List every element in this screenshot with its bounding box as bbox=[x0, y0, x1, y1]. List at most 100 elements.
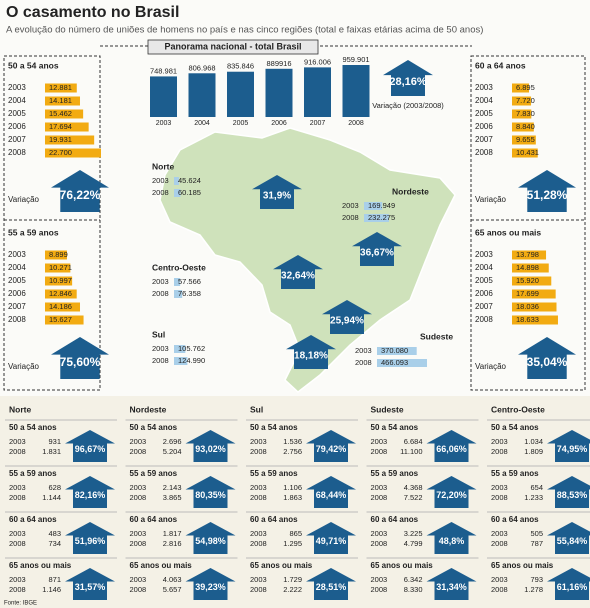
variation-value: 18,18% bbox=[294, 351, 328, 362]
variation-value: 31,9% bbox=[263, 191, 291, 202]
variation-arrow bbox=[273, 255, 323, 289]
bar-label: 806.968 bbox=[188, 63, 215, 72]
year-label: 2008 bbox=[342, 213, 359, 222]
year-label: 2008 bbox=[9, 493, 26, 502]
bar-label: 45.624 bbox=[178, 176, 201, 185]
variation-arrow bbox=[185, 568, 236, 600]
year-label: 2003 bbox=[371, 575, 388, 584]
year-label: 2007 bbox=[475, 302, 493, 311]
variation-value: 31,34% bbox=[436, 582, 467, 592]
year-label: 2008 bbox=[130, 585, 147, 594]
cell-value: 4.368 bbox=[404, 483, 423, 492]
cell-value: 6.342 bbox=[404, 575, 423, 584]
year-label: 2003 bbox=[491, 529, 508, 538]
year-label: 2008 bbox=[152, 289, 169, 298]
variation-arrow bbox=[426, 476, 477, 508]
bar-label: 169.949 bbox=[368, 201, 395, 210]
year-label: 2008 bbox=[130, 539, 147, 548]
cell-value: 793 bbox=[530, 575, 543, 584]
variation-value: 96,67% bbox=[75, 444, 106, 454]
cell-value: 505 bbox=[530, 529, 543, 538]
year-label: 2003 bbox=[156, 120, 172, 127]
cell-value: 654 bbox=[530, 483, 543, 492]
variation-value: 76,22% bbox=[60, 188, 101, 202]
panel-title: Panorama nacional - total Brasil bbox=[164, 41, 301, 51]
year-label: 2008 bbox=[491, 539, 508, 548]
variation-value: 61,16% bbox=[557, 582, 588, 592]
variation-value: 28,51% bbox=[316, 582, 347, 592]
cell-value: 931 bbox=[48, 437, 61, 446]
region-name: Norte bbox=[152, 161, 174, 171]
cell-value: 628 bbox=[48, 483, 61, 492]
bar bbox=[45, 122, 89, 132]
variation-value: 55,84% bbox=[557, 536, 588, 546]
variation-arrow bbox=[352, 232, 402, 266]
bar bbox=[45, 289, 77, 299]
year-label: 2008 bbox=[9, 585, 26, 594]
cell-value: 1.831 bbox=[42, 447, 61, 456]
cell-value: 2.696 bbox=[163, 437, 182, 446]
region-name: Sul bbox=[152, 329, 165, 339]
bar-label: 124.990 bbox=[178, 356, 205, 365]
bar bbox=[45, 276, 73, 286]
bar bbox=[45, 83, 77, 93]
bar bbox=[512, 135, 536, 145]
variation-value: 93,02% bbox=[195, 444, 226, 454]
year-label: 2006 bbox=[475, 289, 493, 298]
subtitle: A evolução do número de uniões de homens… bbox=[6, 25, 483, 36]
year-label: 2005 bbox=[475, 109, 493, 118]
bar bbox=[174, 357, 188, 365]
variation-arrow bbox=[306, 430, 356, 462]
panel-heading: 65 anos ou mais bbox=[475, 227, 541, 237]
bar bbox=[512, 315, 558, 325]
bar bbox=[512, 122, 534, 132]
bar-label: 466.093 bbox=[381, 358, 408, 367]
title: O casamento no Brasil bbox=[6, 4, 179, 21]
variation-arrow bbox=[185, 430, 236, 462]
panel-label-box bbox=[147, 39, 319, 55]
bar bbox=[512, 250, 547, 260]
age-heading: 55 a 59 anos bbox=[9, 469, 57, 478]
cell-value: 2.143 bbox=[163, 483, 182, 492]
variation-value: 74,95% bbox=[557, 444, 588, 454]
cell-value: 11.100 bbox=[400, 447, 422, 456]
bar-label: 6.895 bbox=[516, 83, 535, 92]
age-heading: 50 a 54 anos bbox=[371, 423, 419, 432]
bar bbox=[188, 73, 216, 117]
variation-value: 51,96% bbox=[75, 536, 106, 546]
year-label: 2008 bbox=[348, 120, 364, 127]
bar bbox=[174, 278, 181, 286]
bar-label: 18.633 bbox=[516, 315, 539, 324]
variation-arrow bbox=[65, 522, 115, 554]
bar-label: 7.720 bbox=[516, 96, 535, 105]
bar bbox=[512, 148, 538, 158]
year-label: 2003 bbox=[9, 529, 26, 538]
variation-value: 49,71% bbox=[316, 536, 347, 546]
year-label: 2004 bbox=[475, 96, 493, 105]
variation-arrow bbox=[547, 522, 590, 554]
year-label: 2006 bbox=[8, 122, 26, 131]
bar-label: 9.655 bbox=[516, 135, 535, 144]
right-frame bbox=[470, 55, 586, 391]
cell-value: 871 bbox=[48, 575, 61, 584]
cell-value: 1.034 bbox=[524, 437, 543, 446]
year-label: 2006 bbox=[475, 122, 493, 131]
year-label: 2007 bbox=[8, 135, 26, 144]
cell-value: 4.799 bbox=[404, 539, 423, 548]
left-frame bbox=[3, 55, 101, 391]
year-label: 2003 bbox=[152, 176, 169, 185]
year-label: 2008 bbox=[8, 148, 26, 157]
bar bbox=[342, 65, 370, 117]
year-label: 2008 bbox=[152, 188, 169, 197]
variation-arrow bbox=[547, 476, 590, 508]
cell-value: 1.295 bbox=[283, 539, 302, 548]
year-label: 2003 bbox=[130, 575, 147, 584]
variation-arrow bbox=[426, 522, 477, 554]
year-label: 2008 bbox=[475, 148, 493, 157]
year-label: 2008 bbox=[371, 493, 388, 502]
variation-arrow bbox=[286, 335, 336, 369]
variation-arrow bbox=[426, 568, 477, 600]
cell-value: 7.522 bbox=[404, 493, 423, 502]
year-label: 2008 bbox=[152, 356, 169, 365]
age-heading: 60 a 64 anos bbox=[9, 515, 57, 524]
